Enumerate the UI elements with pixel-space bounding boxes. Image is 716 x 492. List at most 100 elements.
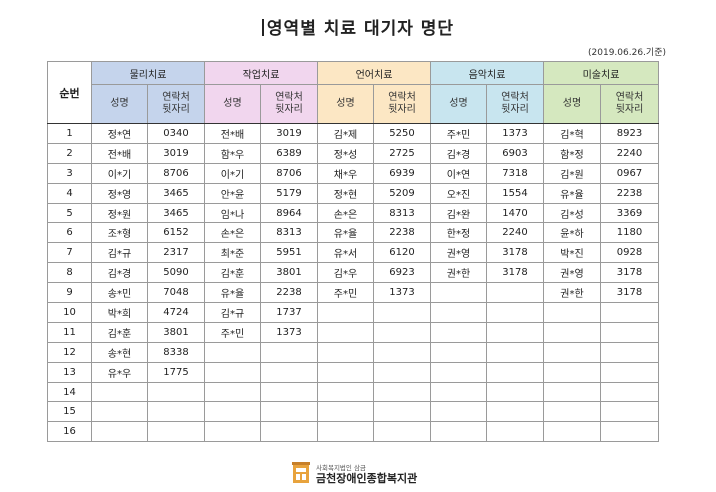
phone-cell-art: 3178: [600, 262, 659, 284]
name-cell-physical: 정*연: [91, 123, 148, 144]
org-logo: 사회복지법인 삼금 금천장애인종합복지관: [292, 461, 432, 487]
name-cell-art: 김*원: [543, 162, 601, 184]
name-header-occupational: 성명: [204, 84, 261, 124]
phone-cell-music: [486, 341, 544, 363]
phone-cell-occupational: 8313: [260, 222, 318, 244]
category-occupational: 작업치료: [204, 61, 318, 85]
phone-cell-music: 2240: [486, 222, 544, 244]
phone-cell-physical: 3465: [147, 202, 205, 224]
name-cell-physical: 조*형: [91, 222, 148, 244]
name-cell-music: [430, 401, 487, 423]
name-cell-art: 김*성: [543, 202, 601, 224]
category-language: 언어치료: [317, 61, 431, 85]
phone-cell-language: 5209: [373, 182, 431, 204]
phone-cell-physical: [147, 401, 205, 423]
phone-cell-music: [486, 401, 544, 423]
phone-cell-occupational: 6389: [260, 142, 318, 164]
phone-cell-language: [373, 321, 431, 343]
seq-cell: 5: [47, 202, 92, 224]
name-cell-physical: 김*훈: [91, 321, 148, 343]
name-cell-occupational: 주*민: [204, 321, 261, 343]
table-row: 13 유*우 1775: [47, 361, 659, 383]
name-cell-occupational: 안*윤: [204, 182, 261, 204]
phone-cell-language: [373, 361, 431, 383]
name-header-art: 성명: [543, 84, 601, 124]
name-cell-music: 김*경: [430, 142, 487, 164]
name-cell-art: 권*영: [543, 262, 601, 284]
category-header-row: 순번 물리치료 작업치료 언어치료 음악치료 미술치료: [47, 61, 659, 124]
seq-cell: 9: [47, 282, 92, 304]
phone-cell-occupational: 8706: [260, 162, 318, 184]
phone-cell-music: [486, 421, 544, 443]
name-cell-occupational: [204, 341, 261, 363]
table-row: 6 조*형 6152 손*은 8313 유*율 2238 한*정 2240 윤*하 1180: [47, 222, 659, 244]
phone-cell-physical: 5090: [147, 262, 205, 284]
phone-cell-music: 1470: [486, 202, 544, 224]
title-text: 영역별 치료 대기자 명단: [266, 19, 455, 39]
name-cell-music: 주*민: [430, 123, 487, 144]
name-cell-language: [317, 401, 374, 423]
phone-header-physical: 연락처 뒷자리: [147, 84, 205, 124]
phone-cell-language: 2238: [373, 222, 431, 244]
org-name: 금천장애인종합복지관: [316, 472, 418, 485]
phone-cell-occupational: 5951: [260, 242, 318, 264]
table-row: 14: [47, 381, 659, 403]
name-cell-physical: 김*규: [91, 242, 148, 264]
phone-cell-art: 2238: [600, 182, 659, 204]
table-row: 1 정*연 0340 전*배 3019 김*제 5250 주*민 1373 김*혁 8923: [47, 123, 659, 144]
table-row: 11 김*훈 3801 주*민 1373: [47, 321, 659, 343]
phone-cell-art: 8923: [600, 123, 659, 144]
phone-header-language: 연락처 뒷자리: [373, 84, 431, 124]
name-cell-occupational: 유*율: [204, 282, 261, 304]
name-cell-language: 주*민: [317, 282, 374, 304]
name-cell-music: 오*진: [430, 182, 487, 204]
name-cell-physical: 송*현: [91, 341, 148, 363]
name-cell-art: [543, 361, 601, 383]
phone-cell-music: 1373: [486, 123, 544, 144]
seq-cell: 12: [47, 341, 92, 363]
phone-cell-physical: 3465: [147, 182, 205, 204]
name-cell-music: [430, 321, 487, 343]
phone-cell-art: [600, 361, 659, 383]
name-cell-language: 유*율: [317, 222, 374, 244]
name-cell-art: 윤*하: [543, 222, 601, 244]
name-cell-physical: [91, 421, 148, 443]
waitlist-table: 순번 물리치료 작업치료 언어치료 음악치료 미술치료 성명 연락처 뒷자리 성명 연…: [47, 61, 659, 443]
phone-cell-art: [600, 401, 659, 423]
name-cell-physical: 김*경: [91, 262, 148, 284]
table-row: 3 이*기 8706 이*기 8706 채*우 6939 이*연 7318 김*원 0967: [47, 162, 659, 184]
phone-cell-art: 0967: [600, 162, 659, 184]
phone-cell-occupational: 5179: [260, 182, 318, 204]
name-cell-occupational: 김*훈: [204, 262, 261, 284]
name-header-music: 성명: [430, 84, 487, 124]
phone-cell-art: 3369: [600, 202, 659, 224]
phone-cell-physical: 6152: [147, 222, 205, 244]
phone-cell-language: 2725: [373, 142, 431, 164]
phone-cell-occupational: [260, 341, 318, 363]
seq-cell: 8: [47, 262, 92, 284]
phone-cell-occupational: [260, 381, 318, 403]
name-cell-occupational: [204, 421, 261, 443]
phone-cell-music: [486, 282, 544, 304]
name-cell-music: 이*연: [430, 162, 487, 184]
table-row: 2 전*배 3019 함*우 6389 정*성 2725 김*경 6903 함*정 2240: [47, 142, 659, 164]
name-cell-occupational: [204, 361, 261, 383]
phone-cell-occupational: [260, 401, 318, 423]
name-cell-physical: 유*우: [91, 361, 148, 383]
name-cell-art: [543, 421, 601, 443]
name-cell-occupational: [204, 401, 261, 423]
table-row: 10 박*희 4724 김*규 1737: [47, 302, 659, 323]
phone-cell-music: [486, 381, 544, 403]
phone-cell-occupational: [260, 421, 318, 443]
name-cell-music: [430, 361, 487, 383]
reference-date: (2019.06.26.기준): [588, 48, 666, 58]
phone-cell-art: 0928: [600, 242, 659, 264]
name-cell-occupational: [204, 381, 261, 403]
name-cell-music: [430, 302, 487, 323]
phone-cell-language: 8313: [373, 202, 431, 224]
table-row: 7 김*규 2317 최*준 5951 유*서 6120 권*영 3178 박*진 0928: [47, 242, 659, 264]
seq-cell: 15: [47, 401, 92, 423]
phone-cell-physical: 4724: [147, 302, 205, 323]
name-cell-physical: 송*민: [91, 282, 148, 304]
name-cell-occupational: 손*은: [204, 222, 261, 244]
